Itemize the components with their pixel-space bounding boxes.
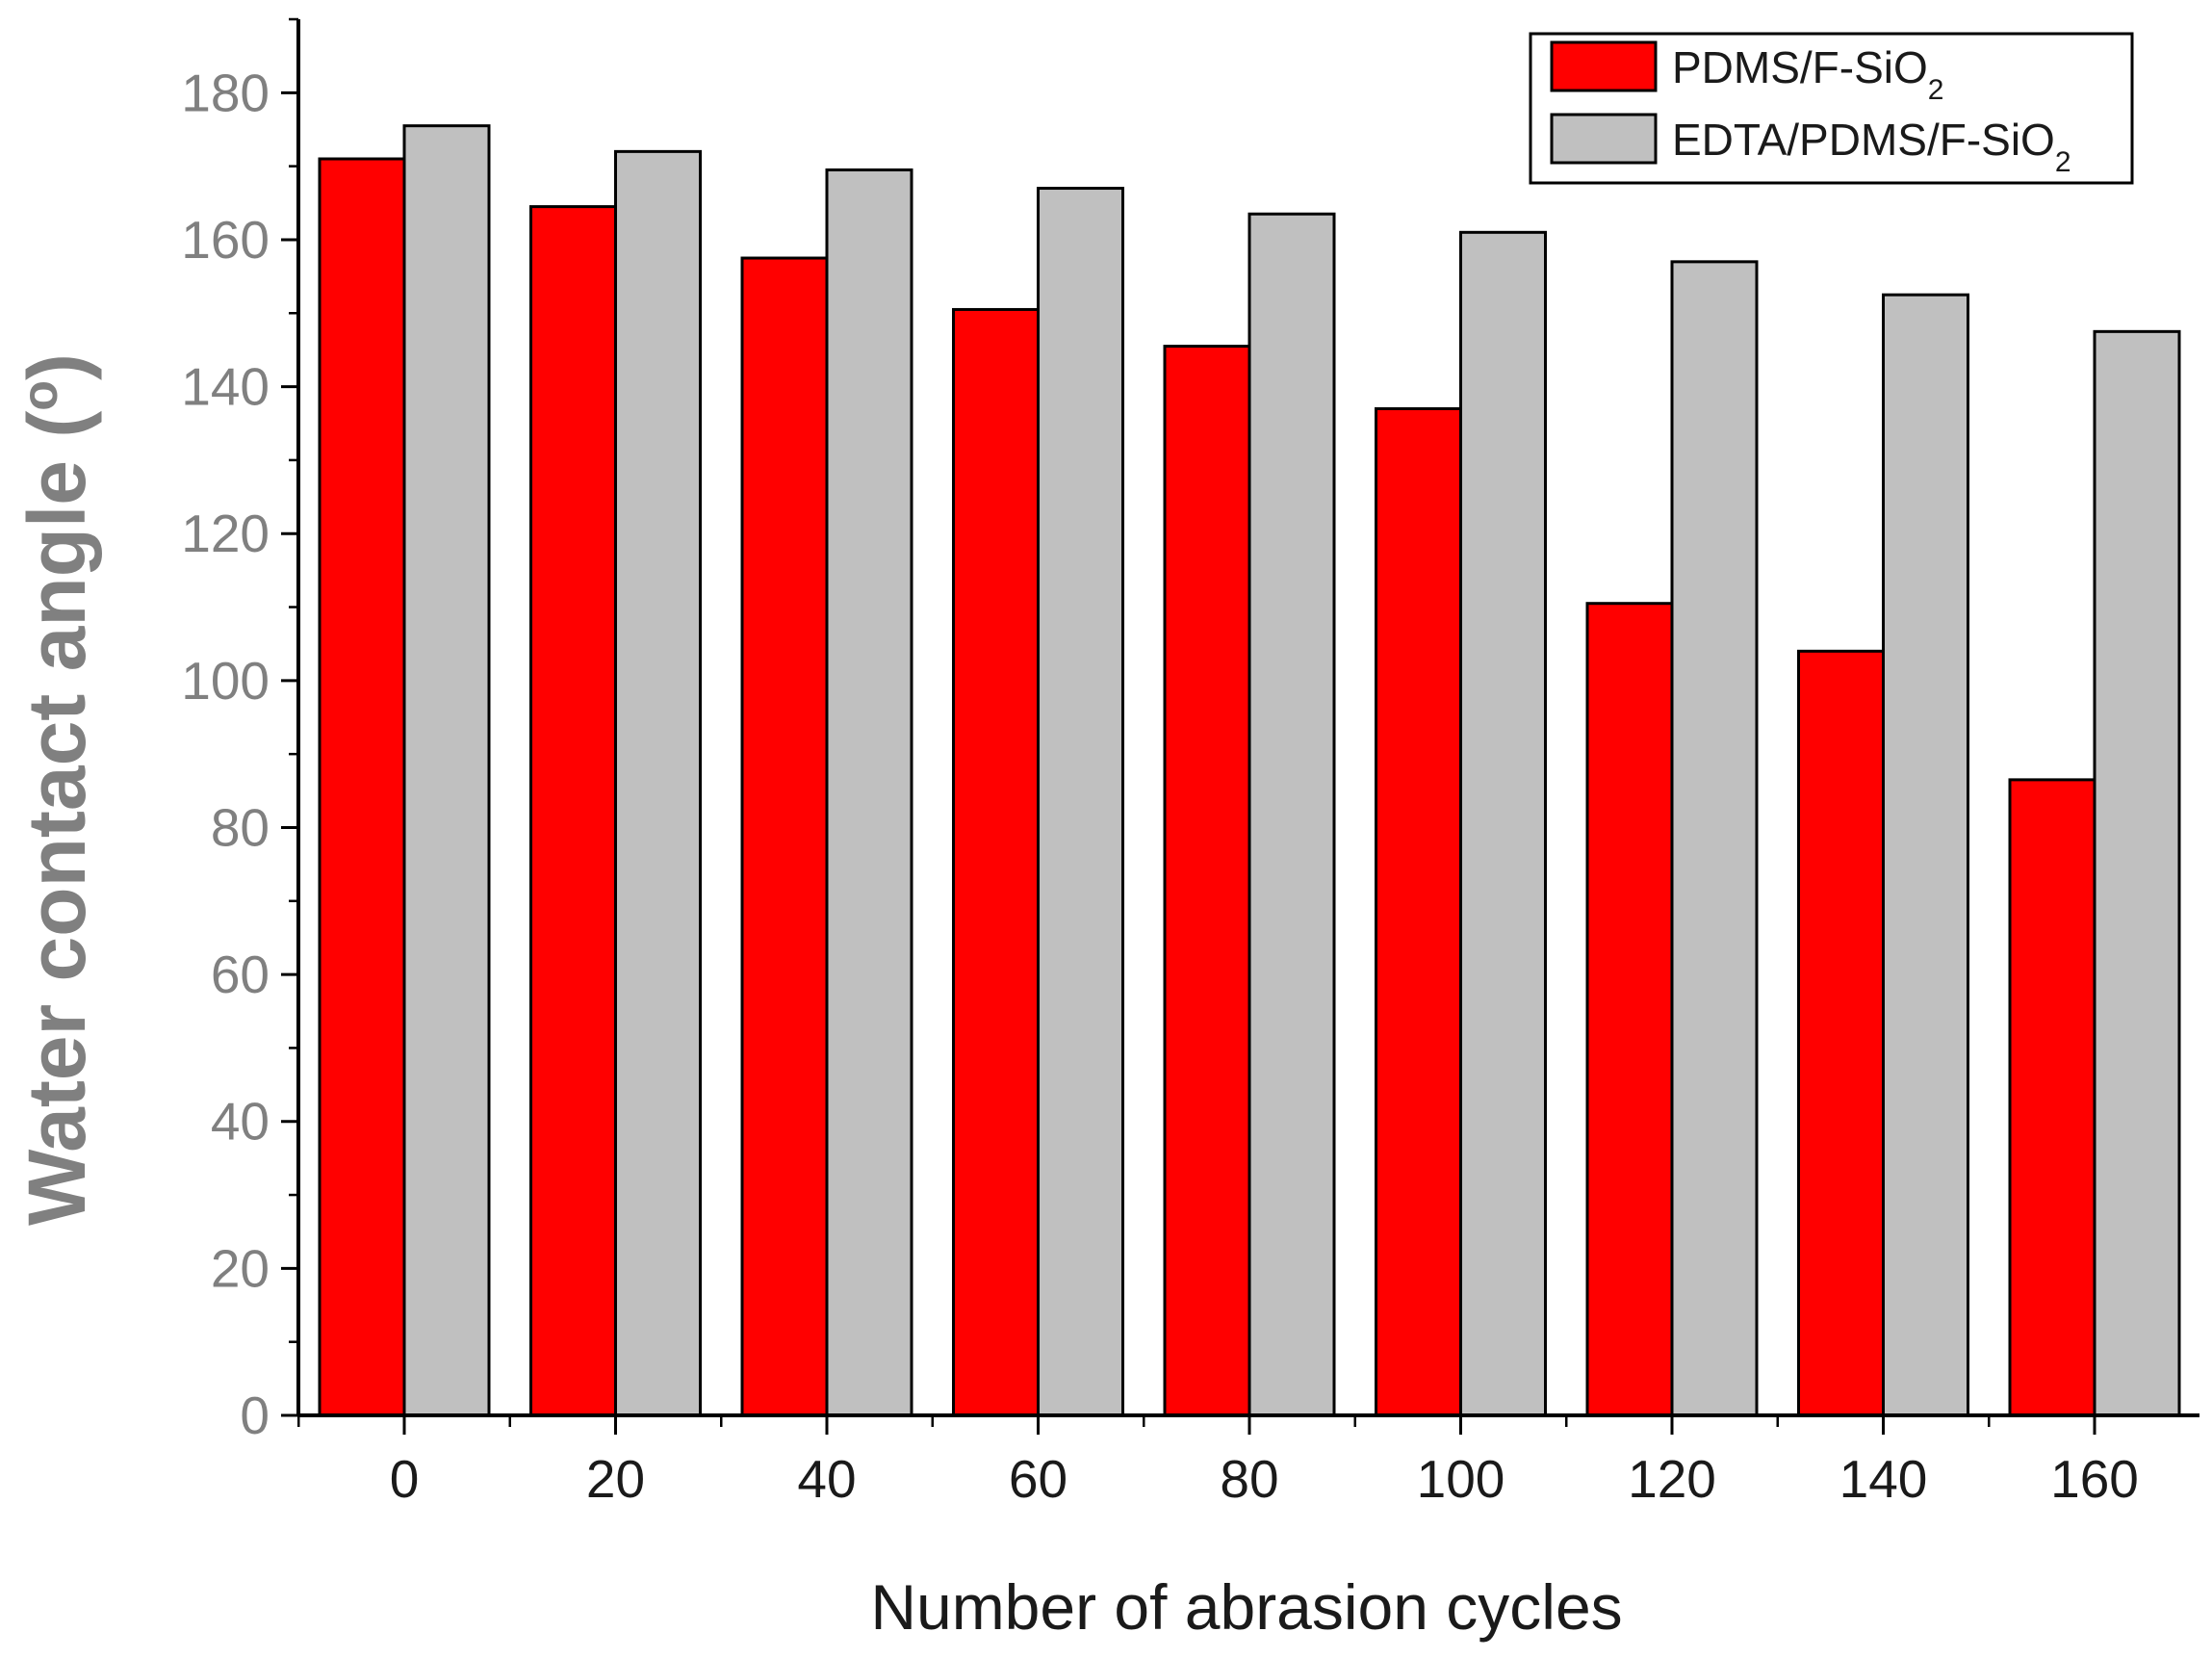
- x-tick-label-20: 20: [586, 1449, 645, 1509]
- bar-pdms-40: [740, 256, 829, 1417]
- bar-edta-80: [1247, 212, 1336, 1417]
- y-tick-label-180: 180: [181, 63, 270, 122]
- y-tick-label-20: 20: [211, 1238, 270, 1298]
- y-tick-label-160: 160: [181, 210, 270, 270]
- bar-edta-140: [1882, 293, 1969, 1417]
- x-tick-label-120: 120: [1628, 1449, 1716, 1509]
- x-tick-label-0: 0: [390, 1449, 420, 1509]
- bar-edta-40: [825, 168, 913, 1417]
- y-axis-title-main: Water contact angle (: [12, 411, 102, 1226]
- x-tick-label-160: 160: [2050, 1449, 2139, 1509]
- y-axis-title-close: ): [12, 353, 102, 380]
- legend-label-edta: EDTA/PDMS/F-SiO2: [1672, 115, 2071, 178]
- bar-pdms-0: [318, 157, 406, 1417]
- legend-label-pdms-sub: 2: [1928, 74, 1944, 106]
- bar-edta-120: [1670, 260, 1759, 1417]
- legend-label-pdms: PDMS/F-SiO2: [1672, 42, 1943, 106]
- y-tick-label-80: 80: [211, 797, 270, 857]
- bar-edta-60: [1037, 187, 1124, 1417]
- legend-swatch-pdms: [1550, 40, 1658, 92]
- bar-edta-100: [1459, 230, 1547, 1417]
- bar-edta-20: [614, 149, 702, 1417]
- x-tick-label-140: 140: [1839, 1449, 1928, 1509]
- ticks-group: 0 20 40 60 80 100 120 140 160 180 0 20 40 60 80 100 120 1…: [181, 17, 2139, 1509]
- x-axis-title: Number of abrasion cycles: [870, 1571, 1622, 1643]
- x-tick-label-80: 80: [1220, 1449, 1278, 1509]
- bar-edta-0: [402, 124, 491, 1417]
- bar-pdms-160: [2008, 778, 2096, 1417]
- bars-group: [318, 124, 2181, 1417]
- x-tick-label-60: 60: [1009, 1449, 1067, 1509]
- y-tick-label-60: 60: [211, 945, 270, 1004]
- bar-pdms-140: [1797, 649, 1885, 1417]
- y-axis-title: Water contact angle (o): [12, 353, 102, 1226]
- legend-label-pdms-main: PDMS/F-SiO: [1672, 42, 1928, 92]
- x-tick-label-100: 100: [1417, 1449, 1505, 1509]
- legend-label-edta-sub: 2: [2055, 146, 2071, 178]
- bar-pdms-100: [1375, 406, 1462, 1417]
- bar-pdms-20: [529, 205, 617, 1417]
- y-tick-label-0: 0: [240, 1386, 270, 1445]
- bar-pdms-80: [1163, 345, 1251, 1417]
- y-tick-label-40: 40: [211, 1092, 270, 1152]
- bar-pdms-60: [952, 307, 1040, 1417]
- y-tick-label-140: 140: [181, 357, 270, 417]
- legend-label-edta-main: EDTA/PDMS/F-SiO: [1672, 115, 2055, 165]
- bar-pdms-120: [1585, 602, 1674, 1417]
- y-axis-title-sup: o: [13, 380, 68, 411]
- legend-swatch-edta: [1550, 113, 1658, 165]
- x-tick-label-40: 40: [797, 1449, 856, 1509]
- y-tick-label-120: 120: [181, 504, 270, 563]
- legend: PDMS/F-SiO2 EDTA/PDMS/F-SiO2: [1529, 32, 2134, 185]
- y-tick-label-100: 100: [181, 651, 270, 711]
- bar-edta-160: [2093, 329, 2181, 1417]
